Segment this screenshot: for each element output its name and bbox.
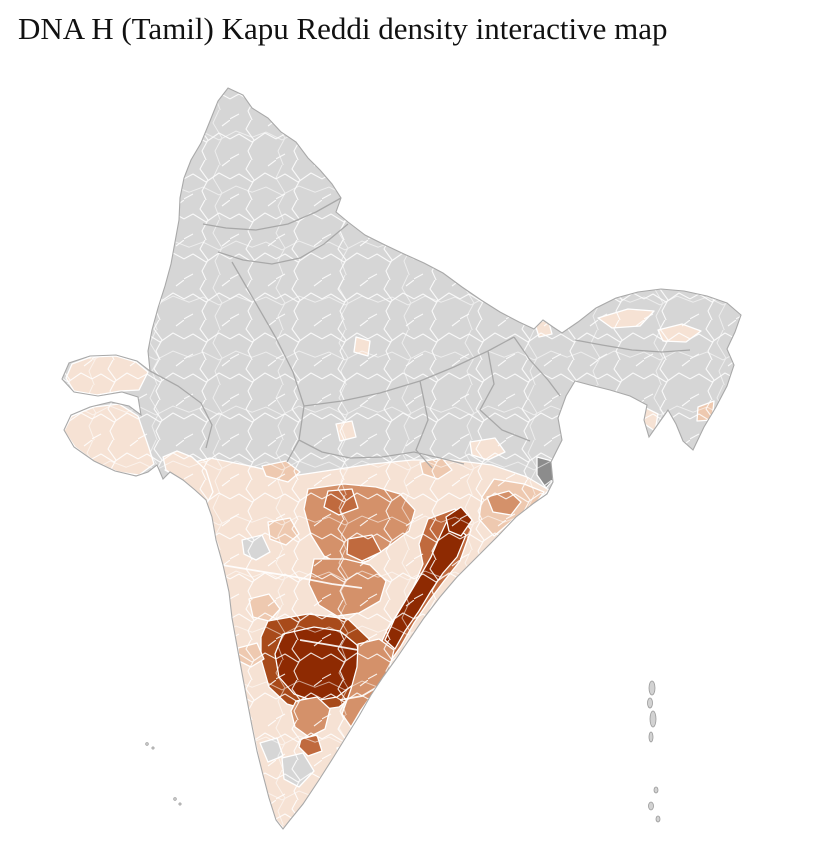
map-title: DNA H (Tamil) Kapu Reddi density interac… [18,11,668,46]
lakshadweep-islands[interactable] [145,742,182,806]
andaman-nicobar-islands[interactable] [647,680,661,823]
state-boundaries [149,197,691,469]
